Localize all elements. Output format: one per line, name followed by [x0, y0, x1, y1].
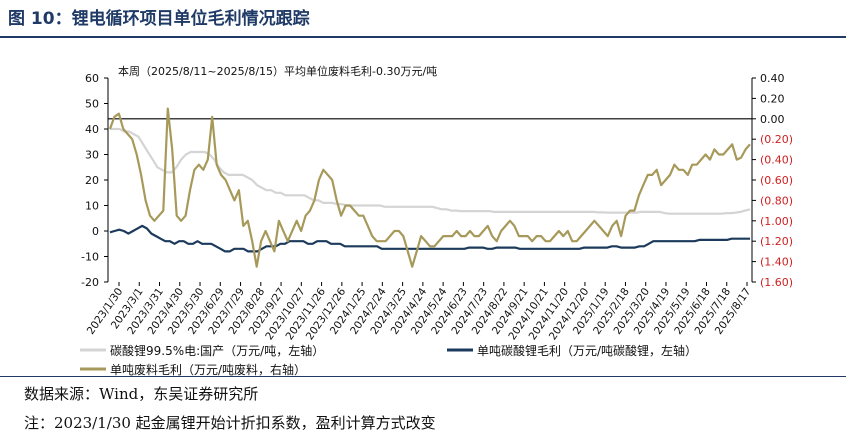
- legend-waste-margin: 单吨废料毛利（万元/吨废料，右轴）: [80, 362, 306, 376]
- left-tick-label: 20: [85, 174, 99, 187]
- left-tick-label: 40: [85, 123, 99, 136]
- right-tick-label: 0.20: [760, 92, 785, 105]
- plot-axes: [107, 78, 753, 282]
- left-tick-label: 30: [85, 149, 99, 162]
- right-tick-label: (1.60): [760, 276, 793, 289]
- right-tick-label: 0.00: [760, 113, 785, 126]
- right-tick-label: (1.00): [760, 215, 793, 228]
- series-layer: [108, 107, 751, 268]
- right-tick-label: (0.60): [760, 174, 793, 187]
- chart-annotation: 本周（2025/8/11~2025/8/15）平均单位废料毛利-0.30万元/吨: [118, 64, 437, 78]
- left-tick-label: -20: [81, 276, 99, 289]
- data-source: 数据来源：Wind，东吴证券研究所: [24, 385, 259, 403]
- left-tick-label: 60: [85, 72, 99, 85]
- legend-carbonate-price: 碳酸锂99.5%电:国产（万元/吨，左轴）: [80, 343, 324, 358]
- left-tick-label: -10: [81, 251, 99, 264]
- legend-carbonate-price-label: 碳酸锂99.5%电:国产（万元/吨，左轴）: [110, 343, 324, 358]
- right-tick-label: (0.20): [760, 133, 793, 146]
- right-tick-label: (0.40): [760, 154, 793, 167]
- legend-carbonate-margin: 单吨碳酸锂毛利（万元/吨碳酸锂，左轴）: [447, 343, 697, 358]
- right-tick-label: (1.40): [760, 256, 793, 269]
- title-rule: [0, 36, 846, 38]
- figure-title: 图 10：锂电循环项目单位毛利情况跟踪: [8, 9, 310, 29]
- carbonate-margin-line: [109, 224, 750, 253]
- right-tick-label: (0.80): [760, 194, 793, 207]
- left-tick-label: 10: [85, 200, 99, 213]
- chart: 60 50 40 30 20 10 0 -10 -20 0.40 0.20 0.00 (0.20) (0.…: [80, 64, 793, 376]
- right-tick-label: (1.20): [760, 235, 793, 248]
- bottom-rule: [0, 376, 846, 377]
- left-tick-label: 0: [92, 225, 99, 238]
- legend-waste-margin-label: 单吨废料毛利（万元/吨废料，右轴）: [110, 362, 306, 376]
- right-tick-label: 0.40: [760, 72, 785, 85]
- legend: 碳酸锂99.5%电:国产（万元/吨，左轴） 单吨碳酸锂毛利（万元/吨碳酸锂，左轴）…: [80, 343, 697, 376]
- footnote: 注：2023/1/30 起金属锂开始计折扣系数，盈利计算方式改变: [24, 414, 436, 432]
- left-tick-label: 50: [85, 98, 99, 111]
- legend-carbonate-margin-label: 单吨碳酸锂毛利（万元/吨碳酸锂，左轴）: [477, 343, 697, 358]
- waste-margin-line: [108, 107, 751, 268]
